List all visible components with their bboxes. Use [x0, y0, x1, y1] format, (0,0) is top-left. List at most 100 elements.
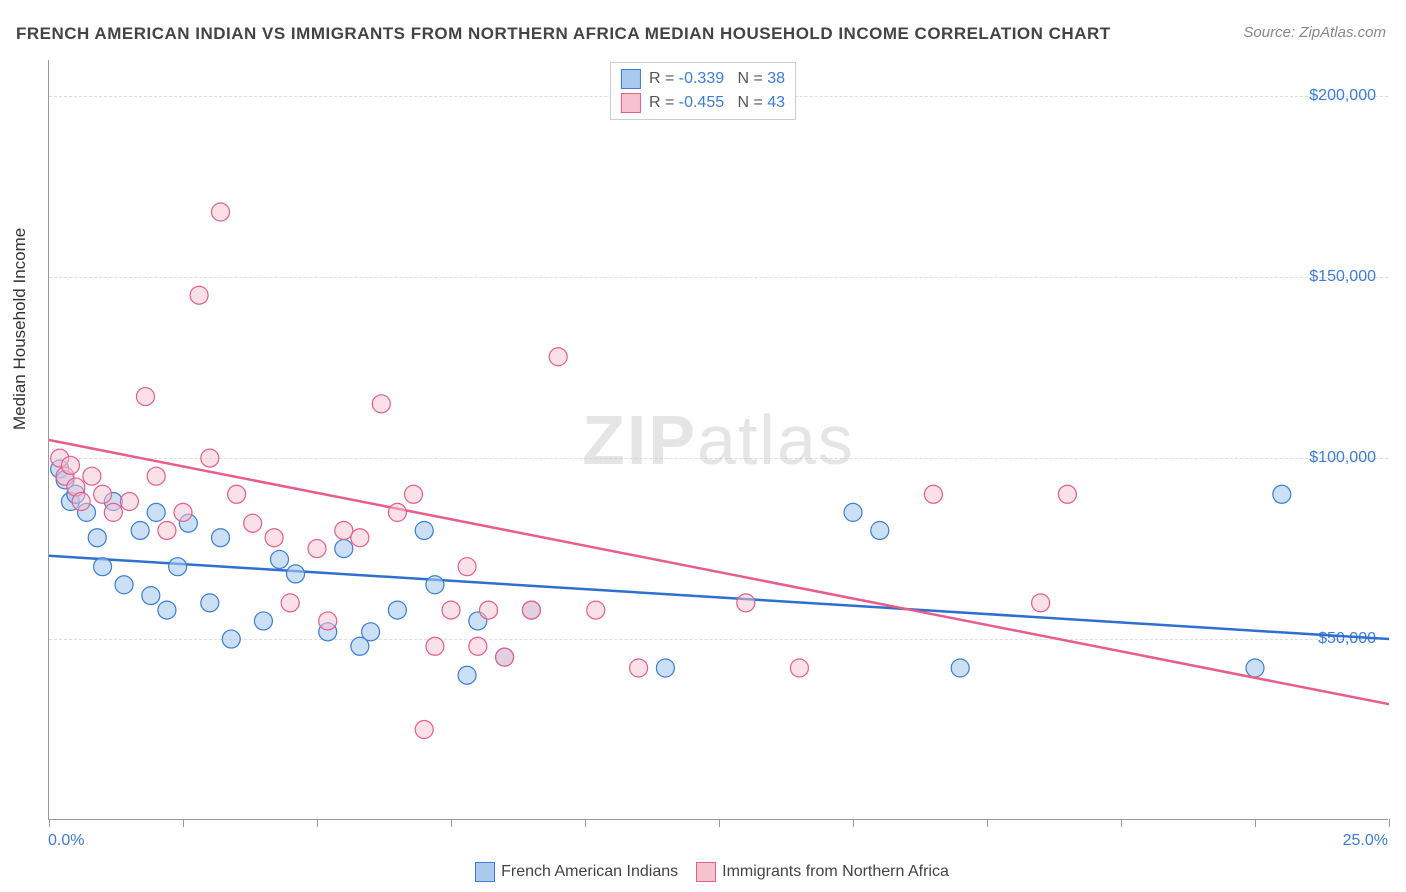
source-label: Source: [1243, 24, 1299, 41]
data-point [212, 529, 230, 547]
data-point [254, 612, 272, 630]
data-point [426, 576, 444, 594]
chart-title: FRENCH AMERICAN INDIAN VS IMMIGRANTS FRO… [16, 24, 1111, 44]
data-point [415, 721, 433, 739]
plot-area: ZIPatlas $50,000$100,000$150,000$200,000 [48, 60, 1388, 820]
x-tick [183, 819, 184, 827]
data-point [222, 630, 240, 648]
data-point [201, 449, 219, 467]
correlation-stats-box: R = -0.339 N = 38 R = -0.455 N = 43 [610, 62, 796, 120]
x-tick [451, 819, 452, 827]
data-point [404, 485, 422, 503]
data-point [158, 601, 176, 619]
chart-container: FRENCH AMERICAN INDIAN VS IMMIGRANTS FRO… [0, 0, 1406, 892]
data-point [228, 485, 246, 503]
x-tick [719, 819, 720, 827]
legend-swatch [696, 862, 716, 882]
data-point [469, 637, 487, 655]
data-point [1273, 485, 1291, 503]
data-point [120, 493, 138, 511]
data-point [72, 493, 90, 511]
x-tick [1121, 819, 1122, 827]
plot-svg [49, 60, 1389, 820]
x-tick [317, 819, 318, 827]
legend-label: French American Indians [501, 863, 678, 880]
x-tick [49, 819, 50, 827]
data-point [147, 503, 165, 521]
x-tick [1255, 819, 1256, 827]
data-point [335, 521, 353, 539]
stats-row: R = -0.339 N = 38 [621, 67, 785, 91]
data-point [458, 558, 476, 576]
stats-text: R = -0.455 N = 43 [649, 94, 785, 111]
data-point [94, 558, 112, 576]
data-point [147, 467, 165, 485]
data-point [790, 659, 808, 677]
data-point [319, 612, 337, 630]
data-point [656, 659, 674, 677]
data-point [372, 395, 390, 413]
data-point [61, 456, 79, 474]
data-point [630, 659, 648, 677]
data-point [308, 540, 326, 558]
trend-line-immigrants_northern_africa [49, 440, 1389, 704]
data-point [201, 594, 219, 612]
data-point [115, 576, 133, 594]
data-point [265, 529, 283, 547]
source-attribution: Source: ZipAtlas.com [1243, 24, 1386, 41]
data-point [212, 203, 230, 221]
data-point [1246, 659, 1264, 677]
data-point [737, 594, 755, 612]
x-tick [987, 819, 988, 827]
data-point [142, 587, 160, 605]
data-point [94, 485, 112, 503]
data-point [244, 514, 262, 532]
data-point [287, 565, 305, 583]
data-point [1032, 594, 1050, 612]
data-point [104, 503, 122, 521]
data-point [388, 601, 406, 619]
data-point [158, 521, 176, 539]
x-tick [1389, 819, 1390, 827]
data-point [951, 659, 969, 677]
data-point [169, 558, 187, 576]
x-tick [585, 819, 586, 827]
data-point [458, 666, 476, 684]
data-point [190, 286, 208, 304]
data-point [388, 503, 406, 521]
data-point [136, 388, 154, 406]
x-axis-min-label: 0.0% [48, 832, 84, 850]
data-point [496, 648, 514, 666]
data-point [335, 540, 353, 558]
stats-swatch [621, 93, 641, 113]
x-tick [853, 819, 854, 827]
data-point [480, 601, 498, 619]
data-point [549, 348, 567, 366]
data-point [281, 594, 299, 612]
trend-line-french_american_indians [49, 556, 1389, 639]
data-point [270, 550, 288, 568]
data-point [131, 521, 149, 539]
data-point [924, 485, 942, 503]
legend-label: Immigrants from Northern Africa [722, 863, 949, 880]
data-point [587, 601, 605, 619]
x-axis-max-label: 25.0% [1343, 832, 1388, 850]
stats-text: R = -0.339 N = 38 [649, 70, 785, 87]
legend-bottom: French American Indians Immigrants from N… [0, 862, 1406, 882]
y-axis-title: Median Household Income [10, 228, 30, 430]
stats-row: R = -0.455 N = 43 [621, 91, 785, 115]
data-point [522, 601, 540, 619]
data-point [871, 521, 889, 539]
data-point [1058, 485, 1076, 503]
data-point [844, 503, 862, 521]
data-point [415, 521, 433, 539]
source-name: ZipAtlas.com [1299, 24, 1386, 41]
data-point [174, 503, 192, 521]
data-point [351, 529, 369, 547]
legend-swatch [475, 862, 495, 882]
data-point [362, 623, 380, 641]
stats-swatch [621, 69, 641, 89]
data-point [83, 467, 101, 485]
data-point [442, 601, 460, 619]
data-point [426, 637, 444, 655]
